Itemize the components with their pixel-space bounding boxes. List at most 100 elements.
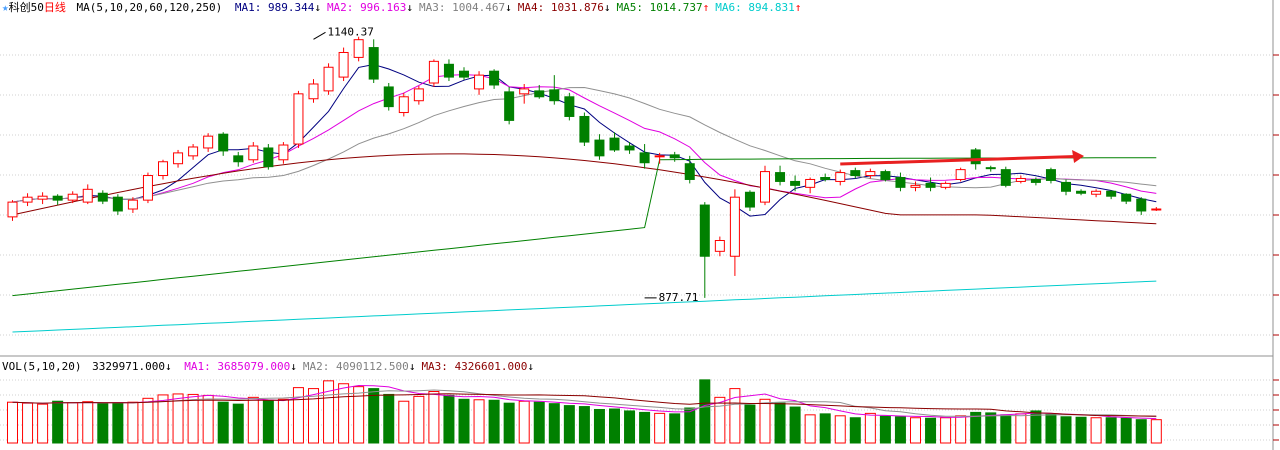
ma-arrow-3: ↓ [505, 1, 512, 14]
candle-up [1151, 208, 1162, 211]
candle-down [564, 96, 575, 117]
ma1-line [12, 63, 1157, 217]
candle-up [729, 196, 740, 257]
ma6-line [12, 280, 1157, 333]
volume-bar-down [488, 399, 500, 444]
volume-bar-up [22, 402, 34, 444]
candle-up [203, 135, 214, 149]
candle-up [940, 182, 951, 188]
vol-ma-arrow-1: ↓ [290, 360, 297, 373]
volume-bar-down [593, 408, 605, 444]
candle-down [624, 145, 635, 151]
volume-bar-down [849, 417, 861, 444]
candle-down [609, 137, 620, 151]
candle-up [248, 145, 259, 161]
volume-bar-down [774, 402, 786, 444]
candle-down [820, 177, 831, 180]
candle-down [534, 90, 545, 98]
volume-bar-up [202, 394, 214, 444]
candle-down [744, 191, 755, 208]
candle-down [790, 180, 801, 186]
candlesticks [7, 36, 1162, 298]
volume-bar-up [308, 388, 319, 444]
volume-bar-down [503, 402, 515, 444]
ma-title: MA(5,10,20,60,120,250) [77, 1, 223, 14]
candle-down [52, 195, 63, 201]
candle-down [1045, 169, 1056, 181]
candle-down [443, 63, 454, 78]
candle-up [413, 88, 424, 102]
volume-bar-down [609, 408, 620, 444]
volume-bar-down [232, 403, 244, 444]
volume-bar-down [819, 413, 831, 444]
candle-down [112, 196, 123, 212]
volume-bar-down [1000, 414, 1012, 444]
ma-arrow-2: ↓ [406, 1, 413, 14]
volume-bar-up [1150, 419, 1162, 444]
candle-down [97, 192, 108, 202]
volume-bar-down [52, 400, 64, 444]
candle-up [865, 171, 876, 177]
volume-bar-up [398, 400, 410, 444]
candle-down [775, 172, 786, 182]
candle-up [67, 193, 78, 201]
candle-up [173, 152, 184, 165]
volume-bar-up [1015, 413, 1027, 444]
volume-bar-down [368, 388, 380, 444]
ma-lines [12, 63, 1157, 333]
arrow-shaft [840, 155, 1077, 166]
candle-up [188, 146, 199, 157]
volume-bar-up [864, 412, 876, 444]
candle-up [1091, 190, 1102, 195]
symbol-name: 科创50 [9, 0, 44, 14]
volume-ma-lines [12, 384, 1157, 420]
volume-bar-up [323, 380, 335, 444]
volume-bar-up [428, 391, 440, 444]
volume-bar-down [894, 416, 906, 444]
volume-bar-down [1045, 413, 1057, 444]
volume-bar-down [1135, 419, 1147, 444]
volume-bar-up [654, 412, 666, 444]
candle-down [1106, 190, 1117, 197]
candle-up [805, 178, 816, 188]
vol-title: VOL(5,10,20) [2, 360, 81, 373]
candle-down [368, 47, 379, 80]
candle-down [459, 70, 469, 78]
volume-bar-up [7, 401, 18, 444]
vol-ma-value-3: 4326601.000 [455, 360, 528, 373]
price-annotations: 1140.37 877.71 [313, 25, 698, 304]
vol-ma-value-1: 3685079.000 [217, 360, 290, 373]
volume-bar-up [804, 414, 816, 444]
candle-up [37, 195, 48, 200]
volume-bar-up [292, 387, 304, 444]
candle-up [714, 240, 725, 252]
volume-bar-up [142, 397, 154, 444]
candle-down [1136, 198, 1147, 212]
candle-up [158, 161, 168, 177]
ma-label-4: MA4: [518, 1, 551, 14]
candle-up [7, 201, 18, 218]
volume-bar-down [744, 404, 756, 444]
candle-down [549, 89, 560, 102]
vol-value: 3329971.000 [92, 360, 165, 373]
candle-up [142, 175, 153, 201]
volume-bar-up [1090, 417, 1102, 444]
volume-bar-up [714, 396, 726, 444]
volume-bar-down [578, 406, 590, 444]
annotation-label: 1140.37 [328, 25, 374, 38]
candle-down [218, 133, 229, 152]
volume-bar-down [97, 403, 109, 444]
volume-bar-down [563, 405, 575, 444]
candle-up [22, 196, 33, 203]
candle-up [308, 83, 319, 100]
vol-ma1-line [12, 384, 1157, 420]
candle-down [880, 171, 891, 180]
volume-bar-up [338, 383, 350, 444]
vol-ma2-line [12, 389, 1157, 418]
volume-bar-up [518, 400, 530, 444]
candle-down [985, 167, 996, 170]
candle-down [699, 204, 710, 257]
volume-bar-up [37, 403, 49, 444]
ma-value-5: 1014.737 [650, 1, 703, 14]
